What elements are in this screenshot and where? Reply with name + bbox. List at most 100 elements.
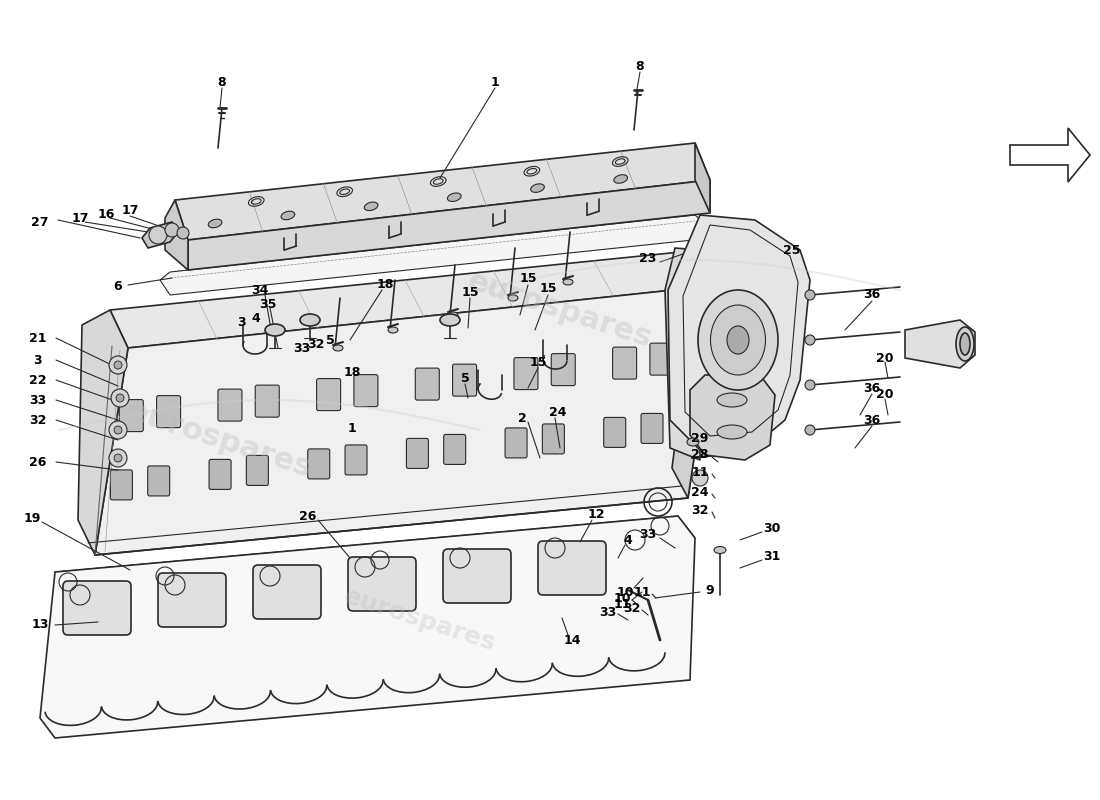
- Polygon shape: [905, 320, 975, 368]
- Text: 13: 13: [31, 618, 48, 631]
- Text: 16: 16: [97, 209, 114, 222]
- Text: 4: 4: [252, 311, 261, 325]
- Text: 28: 28: [691, 449, 708, 462]
- Ellipse shape: [960, 333, 970, 355]
- Circle shape: [114, 454, 122, 462]
- Text: 32: 32: [691, 503, 708, 517]
- Circle shape: [805, 425, 815, 435]
- Text: 25: 25: [783, 243, 801, 257]
- Text: 8: 8: [218, 75, 227, 89]
- Circle shape: [805, 290, 815, 300]
- Text: 15: 15: [529, 355, 547, 369]
- Text: 17: 17: [72, 211, 89, 225]
- Text: 14: 14: [563, 634, 581, 646]
- FancyBboxPatch shape: [613, 347, 637, 379]
- FancyBboxPatch shape: [514, 358, 538, 390]
- Ellipse shape: [300, 314, 320, 326]
- FancyBboxPatch shape: [119, 399, 143, 431]
- Circle shape: [177, 227, 189, 239]
- Text: 9: 9: [706, 583, 714, 597]
- Text: eurospares: eurospares: [464, 266, 656, 354]
- Text: 1: 1: [348, 422, 356, 434]
- Text: 15: 15: [539, 282, 557, 295]
- Text: 18: 18: [376, 278, 394, 290]
- Ellipse shape: [448, 193, 461, 202]
- FancyBboxPatch shape: [538, 541, 606, 595]
- Ellipse shape: [265, 324, 285, 336]
- Ellipse shape: [440, 314, 460, 326]
- Polygon shape: [690, 375, 776, 460]
- FancyBboxPatch shape: [317, 378, 341, 410]
- Circle shape: [116, 394, 124, 402]
- FancyBboxPatch shape: [641, 414, 663, 443]
- Text: 24: 24: [549, 406, 566, 418]
- Polygon shape: [165, 200, 188, 270]
- FancyBboxPatch shape: [308, 449, 330, 479]
- Text: 11: 11: [634, 586, 651, 598]
- FancyBboxPatch shape: [218, 389, 242, 421]
- Text: eurospares: eurospares: [124, 397, 316, 483]
- Circle shape: [148, 226, 167, 244]
- Ellipse shape: [563, 279, 573, 285]
- Polygon shape: [672, 250, 721, 498]
- FancyBboxPatch shape: [156, 396, 180, 428]
- Text: 4: 4: [624, 534, 632, 546]
- Text: 6: 6: [113, 279, 122, 293]
- Ellipse shape: [530, 184, 544, 192]
- Text: 18: 18: [343, 366, 361, 378]
- Circle shape: [109, 421, 126, 439]
- Text: 33: 33: [30, 394, 46, 406]
- Text: 33: 33: [639, 527, 657, 541]
- Text: 27: 27: [31, 215, 48, 229]
- Polygon shape: [175, 143, 710, 240]
- FancyBboxPatch shape: [452, 364, 476, 396]
- Text: 36: 36: [864, 289, 881, 302]
- Ellipse shape: [727, 326, 749, 354]
- Ellipse shape: [688, 438, 698, 446]
- Text: 23: 23: [639, 251, 657, 265]
- Text: 29: 29: [691, 431, 708, 445]
- Polygon shape: [1010, 128, 1090, 182]
- Text: 1: 1: [491, 77, 499, 90]
- Circle shape: [692, 470, 708, 486]
- FancyBboxPatch shape: [505, 428, 527, 458]
- Text: 34: 34: [251, 283, 268, 297]
- Text: 2: 2: [518, 411, 527, 425]
- Text: 15: 15: [519, 273, 537, 286]
- Text: 36: 36: [864, 414, 881, 426]
- Text: 20: 20: [877, 351, 893, 365]
- Text: 11: 11: [614, 598, 630, 610]
- Text: 36: 36: [864, 382, 881, 394]
- Text: 10: 10: [616, 586, 634, 598]
- FancyBboxPatch shape: [443, 434, 465, 465]
- Ellipse shape: [711, 305, 766, 375]
- Polygon shape: [40, 516, 695, 738]
- Ellipse shape: [364, 202, 378, 210]
- Text: 32: 32: [30, 414, 46, 426]
- Ellipse shape: [714, 546, 726, 554]
- Circle shape: [109, 449, 126, 467]
- FancyBboxPatch shape: [246, 455, 268, 486]
- Circle shape: [805, 335, 815, 345]
- FancyBboxPatch shape: [158, 573, 225, 627]
- Circle shape: [114, 426, 122, 434]
- Ellipse shape: [956, 327, 974, 361]
- Text: 35: 35: [260, 298, 277, 310]
- Text: 32: 32: [624, 602, 640, 614]
- FancyBboxPatch shape: [354, 374, 378, 406]
- Polygon shape: [95, 285, 721, 555]
- Circle shape: [111, 389, 129, 407]
- Text: eurospares: eurospares: [341, 584, 499, 656]
- Polygon shape: [668, 215, 810, 450]
- Ellipse shape: [717, 393, 747, 407]
- FancyBboxPatch shape: [551, 354, 575, 386]
- FancyBboxPatch shape: [345, 445, 367, 475]
- FancyBboxPatch shape: [253, 565, 321, 619]
- Circle shape: [165, 223, 179, 237]
- Text: 21: 21: [30, 331, 46, 345]
- FancyBboxPatch shape: [443, 549, 512, 603]
- Text: 5: 5: [461, 371, 470, 385]
- Text: 3: 3: [238, 315, 246, 329]
- Ellipse shape: [448, 312, 458, 318]
- Ellipse shape: [208, 219, 222, 228]
